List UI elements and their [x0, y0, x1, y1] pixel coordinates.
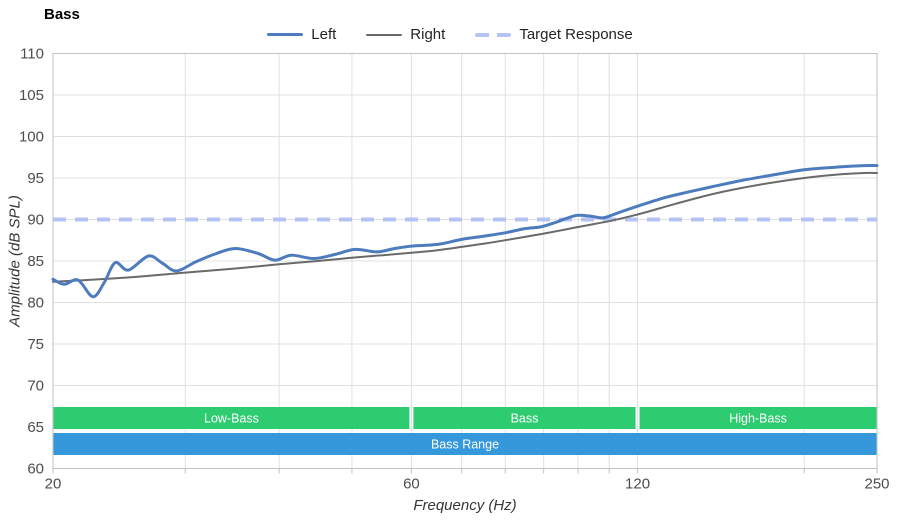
band-segment-high-bass — [639, 407, 877, 429]
y-tick-label: 85 — [27, 253, 44, 270]
band-segment-label: Bass — [511, 412, 539, 426]
band-segment-label: High-Bass — [729, 412, 787, 426]
chart-legend: Left Right Target Response — [0, 26, 900, 43]
y-tick-label: 75 — [27, 336, 44, 353]
y-tick-label: 90 — [27, 212, 44, 229]
legend-item-right[interactable]: Right — [366, 26, 445, 43]
x-tick-label: 60 — [403, 476, 420, 493]
left-line-swatch — [267, 33, 304, 36]
target-dashed-swatch — [475, 32, 512, 37]
plot-border — [52, 53, 878, 469]
y-tick-label: 65 — [27, 419, 44, 436]
right-curve — [52, 171, 878, 283]
y-tick-label: 100 — [19, 129, 44, 146]
x-tick-label: 20 — [45, 476, 62, 493]
y-tick-label: 110 — [20, 46, 44, 63]
band-segment-bass — [413, 407, 636, 429]
x-tick-label: 120 — [625, 476, 650, 493]
legend-item-target-response[interactable]: Target Response — [475, 26, 633, 43]
legend-item-left[interactable]: Left — [267, 26, 336, 43]
x-tick-label: 250 — [864, 476, 889, 493]
left-curve — [51, 163, 879, 299]
band-range — [53, 433, 877, 455]
y-tick-label: 60 — [27, 461, 44, 478]
y-axis-title: Amplitude (dB SPL) — [6, 195, 24, 327]
y-tick-label: 105 — [19, 87, 44, 104]
legend-label-target-response: Target Response — [519, 26, 633, 43]
x-axis-title: Frequency (Hz) — [413, 497, 517, 514]
y-tick-label: 95 — [27, 170, 44, 187]
right-line-swatch — [366, 33, 403, 36]
band-range-label: Bass Range — [431, 438, 499, 452]
legend-label-right: Right — [410, 26, 446, 43]
y-tick-label: 70 — [27, 378, 44, 395]
band-segment-label: Low-Bass — [204, 412, 259, 426]
legend-label-left: Left — [311, 26, 337, 43]
band-segment-low-bass — [53, 407, 410, 429]
y-tick-label: 80 — [27, 295, 44, 312]
chart-title: Bass — [44, 6, 80, 23]
